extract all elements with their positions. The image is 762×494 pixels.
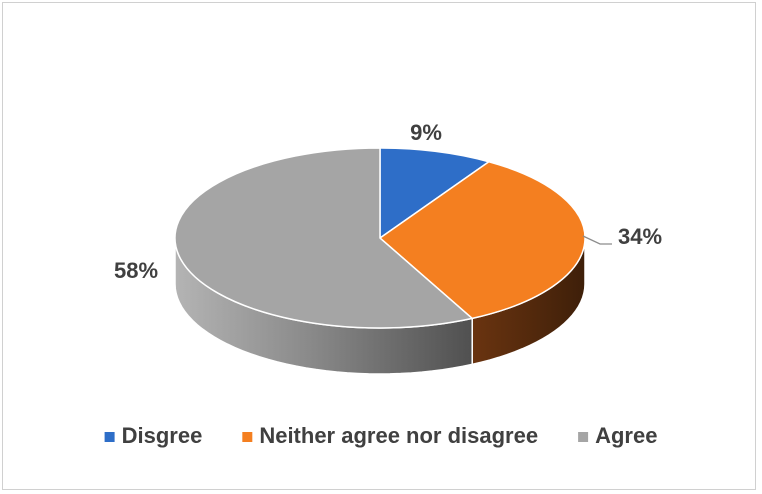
pie-leaders xyxy=(582,235,612,245)
pie-slice-disgree xyxy=(379,147,490,239)
legend-label-disgree: Disgree xyxy=(122,423,203,448)
pie-slice-agree xyxy=(174,147,473,329)
legend: Disgree Neither agree nor disagree Agree xyxy=(104,423,657,448)
leader-line-neither-agree-nor-disagree xyxy=(582,235,612,245)
pie-labels: 9% 34% 58% xyxy=(114,120,662,283)
data-label-neither-agree-nor-disagree: 34% xyxy=(618,224,662,249)
legend-swatch-neither-agree-nor-disagree xyxy=(242,432,253,442)
pie-tops xyxy=(174,147,586,329)
legend-swatch-disgree xyxy=(104,432,115,442)
legend-label-agree: Agree xyxy=(595,423,657,448)
data-label-disgree: 9% xyxy=(410,120,442,145)
data-label-agree: 58% xyxy=(114,258,158,283)
legend-swatch-agree xyxy=(578,432,589,442)
pie-slice-neither-agree-nor-disagree xyxy=(379,160,586,320)
legend-label-neither-agree-nor-disagree: Neither agree nor disagree xyxy=(259,423,538,448)
